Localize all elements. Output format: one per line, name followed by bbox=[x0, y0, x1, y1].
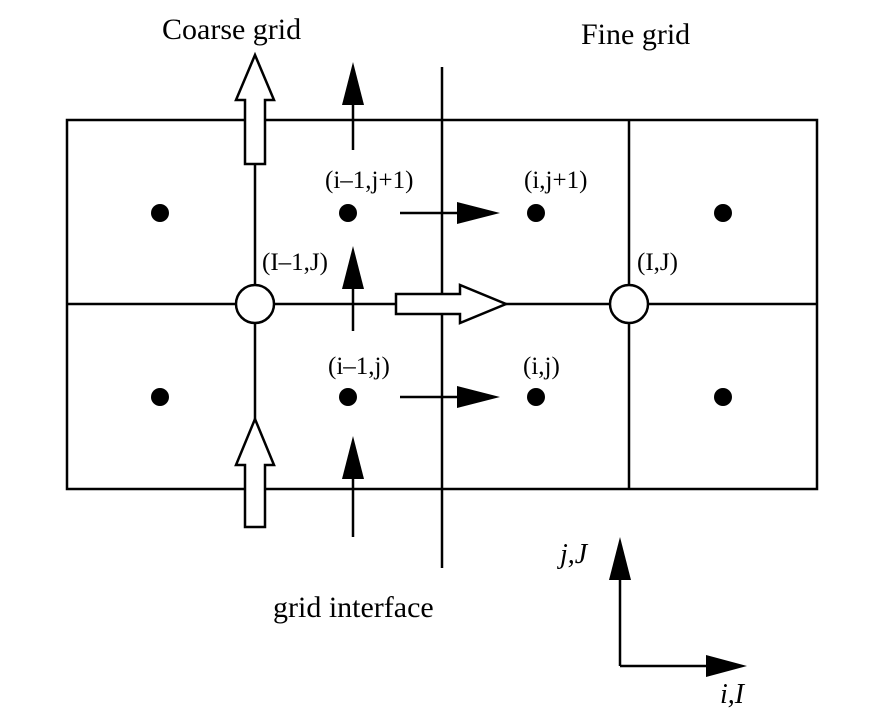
coarse-flux-arrow-up-top bbox=[234, 51, 276, 166]
fine-flux-arrow-up-top bbox=[342, 62, 364, 105]
fine-flux-arrow-up-bottom bbox=[342, 436, 364, 479]
coarse-node-i-j bbox=[608, 283, 650, 325]
coarse-node-im1-j bbox=[234, 283, 276, 325]
node-label-im1-j: (i–1,j) bbox=[328, 353, 390, 380]
fine-flux-arrow-right-top bbox=[457, 202, 500, 224]
cell-center-dot bbox=[714, 204, 732, 222]
coarse-grid-title: Coarse grid bbox=[162, 13, 302, 46]
cell-center-dot bbox=[151, 204, 169, 222]
cell-center-dot bbox=[527, 388, 545, 406]
axis-label-vertical: j,J bbox=[560, 539, 588, 570]
fine-grid-title: Fine grid bbox=[581, 18, 691, 51]
fine-flux-arrow-up-middle bbox=[342, 246, 364, 289]
axis-horizontal-arrowhead bbox=[706, 655, 747, 677]
grid-interface-label: grid interface bbox=[273, 591, 434, 624]
cell-center-dot bbox=[714, 388, 732, 406]
cell-center-dot bbox=[339, 204, 357, 222]
cell-center-dot bbox=[151, 388, 169, 406]
node-label-im1-jp1: (i–1,j+1) bbox=[325, 167, 414, 194]
fine-flux-arrow-right-bottom bbox=[457, 386, 500, 408]
coarse-flux-arrow-up-bottom bbox=[234, 415, 276, 529]
axis-vertical-arrowhead bbox=[609, 537, 631, 580]
coarse-flux-arrow-right bbox=[394, 283, 510, 325]
cell-center-dot bbox=[527, 204, 545, 222]
node-label-I-J: (I,J) bbox=[637, 249, 678, 276]
axis-label-horizontal: i,I bbox=[720, 679, 745, 710]
cell-center-dot bbox=[339, 388, 357, 406]
node-label-Im1-J: (I–1,J) bbox=[262, 249, 328, 276]
node-label-i-j: (i,j) bbox=[523, 353, 560, 380]
node-label-i-jp1: (i,j+1) bbox=[524, 167, 588, 194]
